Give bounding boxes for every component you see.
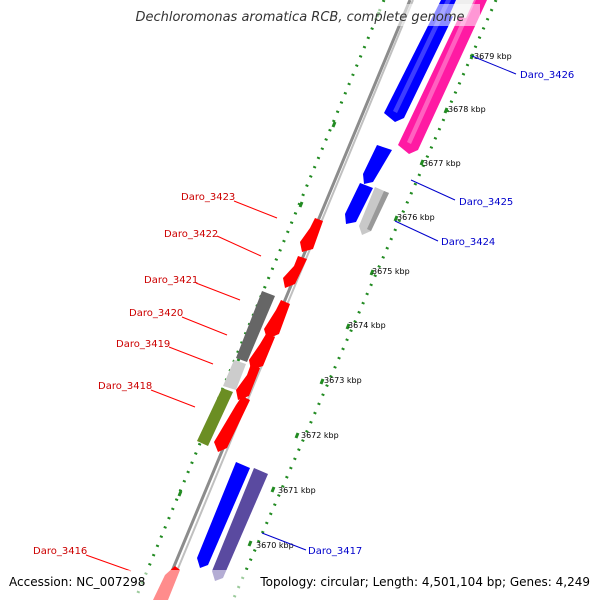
tick-label-3677: 3677 kbp bbox=[423, 159, 461, 168]
gene-feature-daro-3425b bbox=[345, 183, 373, 224]
gene-label-daro-3422: Daro_3422 bbox=[164, 229, 218, 240]
gene-label-daro-3417: Daro_3417 bbox=[308, 546, 362, 557]
tick-label-3675: 3675 kbp bbox=[372, 267, 410, 276]
label-pointers-reverse bbox=[261, 55, 517, 551]
backbone-line-inner bbox=[164, 0, 414, 600]
tick-label-3676: 3676 kbp bbox=[397, 213, 435, 222]
label-pointers-forward bbox=[85, 200, 278, 572]
gene-label-daro-3420: Daro_3420 bbox=[129, 308, 183, 319]
gene-label-daro-3421: Daro_3421 bbox=[144, 275, 198, 286]
gene-feature-daro-3418a bbox=[236, 364, 260, 400]
gene-feature-daro-3419 bbox=[249, 334, 275, 370]
gene-feature-light-grey bbox=[223, 360, 246, 390]
tick-label-3678: 3678 kbp bbox=[448, 105, 486, 114]
gene-label-daro-3423: Daro_3423 bbox=[181, 192, 235, 203]
genome-summary-text: Topology: circular; Length: 4,501,104 bp… bbox=[259, 575, 590, 589]
gene-feature-daro-3425 bbox=[363, 145, 392, 184]
page-title: Dechloromonas aromatica RCB, complete ge… bbox=[135, 10, 464, 25]
gene-feature-daro-3422 bbox=[283, 256, 307, 288]
tick-label-3673: 3673 kbp bbox=[324, 376, 362, 385]
gene-label-daro-3424: Daro_3424 bbox=[441, 237, 495, 248]
gene-feature-highlight bbox=[393, 0, 451, 113]
gene-feature-magenta-highlight bbox=[407, 0, 476, 144]
gene-feature-blue-lower bbox=[197, 462, 250, 568]
gene-label-daro-3418: Daro_3418 bbox=[98, 381, 152, 392]
gene-feature-daro-3417 bbox=[212, 468, 268, 581]
tick-label-3670: 3670 kbp bbox=[256, 541, 294, 550]
gene-feature-daro-3421 bbox=[236, 291, 275, 362]
footer-backdrop bbox=[0, 570, 600, 600]
tick-label-3672: 3672 kbp bbox=[301, 431, 339, 440]
gene-label-daro-3419: Daro_3419 bbox=[116, 339, 170, 350]
tick-label-3679: 3679 kbp bbox=[474, 52, 512, 61]
gene-feature-daro-3418b bbox=[214, 396, 250, 452]
outer-tick-ring bbox=[133, 0, 386, 600]
title-backdrop bbox=[120, 4, 480, 26]
gene-label-daro-3425: Daro_3425 bbox=[459, 197, 513, 208]
gene-label-daro-3416: Daro_3416 bbox=[33, 546, 87, 557]
accession-text: Accession: NC_007298 bbox=[9, 575, 145, 589]
gene-label-daro-3426: Daro_3426 bbox=[520, 70, 574, 81]
tick-label-3674: 3674 kbp bbox=[348, 321, 386, 330]
gene-feature-daro-3420 bbox=[264, 300, 290, 339]
gene-feature-olive bbox=[197, 388, 233, 446]
backbone-line-outer bbox=[158, 0, 412, 600]
inner-major-ticks bbox=[247, 53, 475, 547]
tick-label-3671: 3671 kbp bbox=[278, 486, 316, 495]
gene-feature-daro-3423 bbox=[300, 218, 323, 252]
gene-feature-daro-3424-shade bbox=[367, 191, 389, 231]
